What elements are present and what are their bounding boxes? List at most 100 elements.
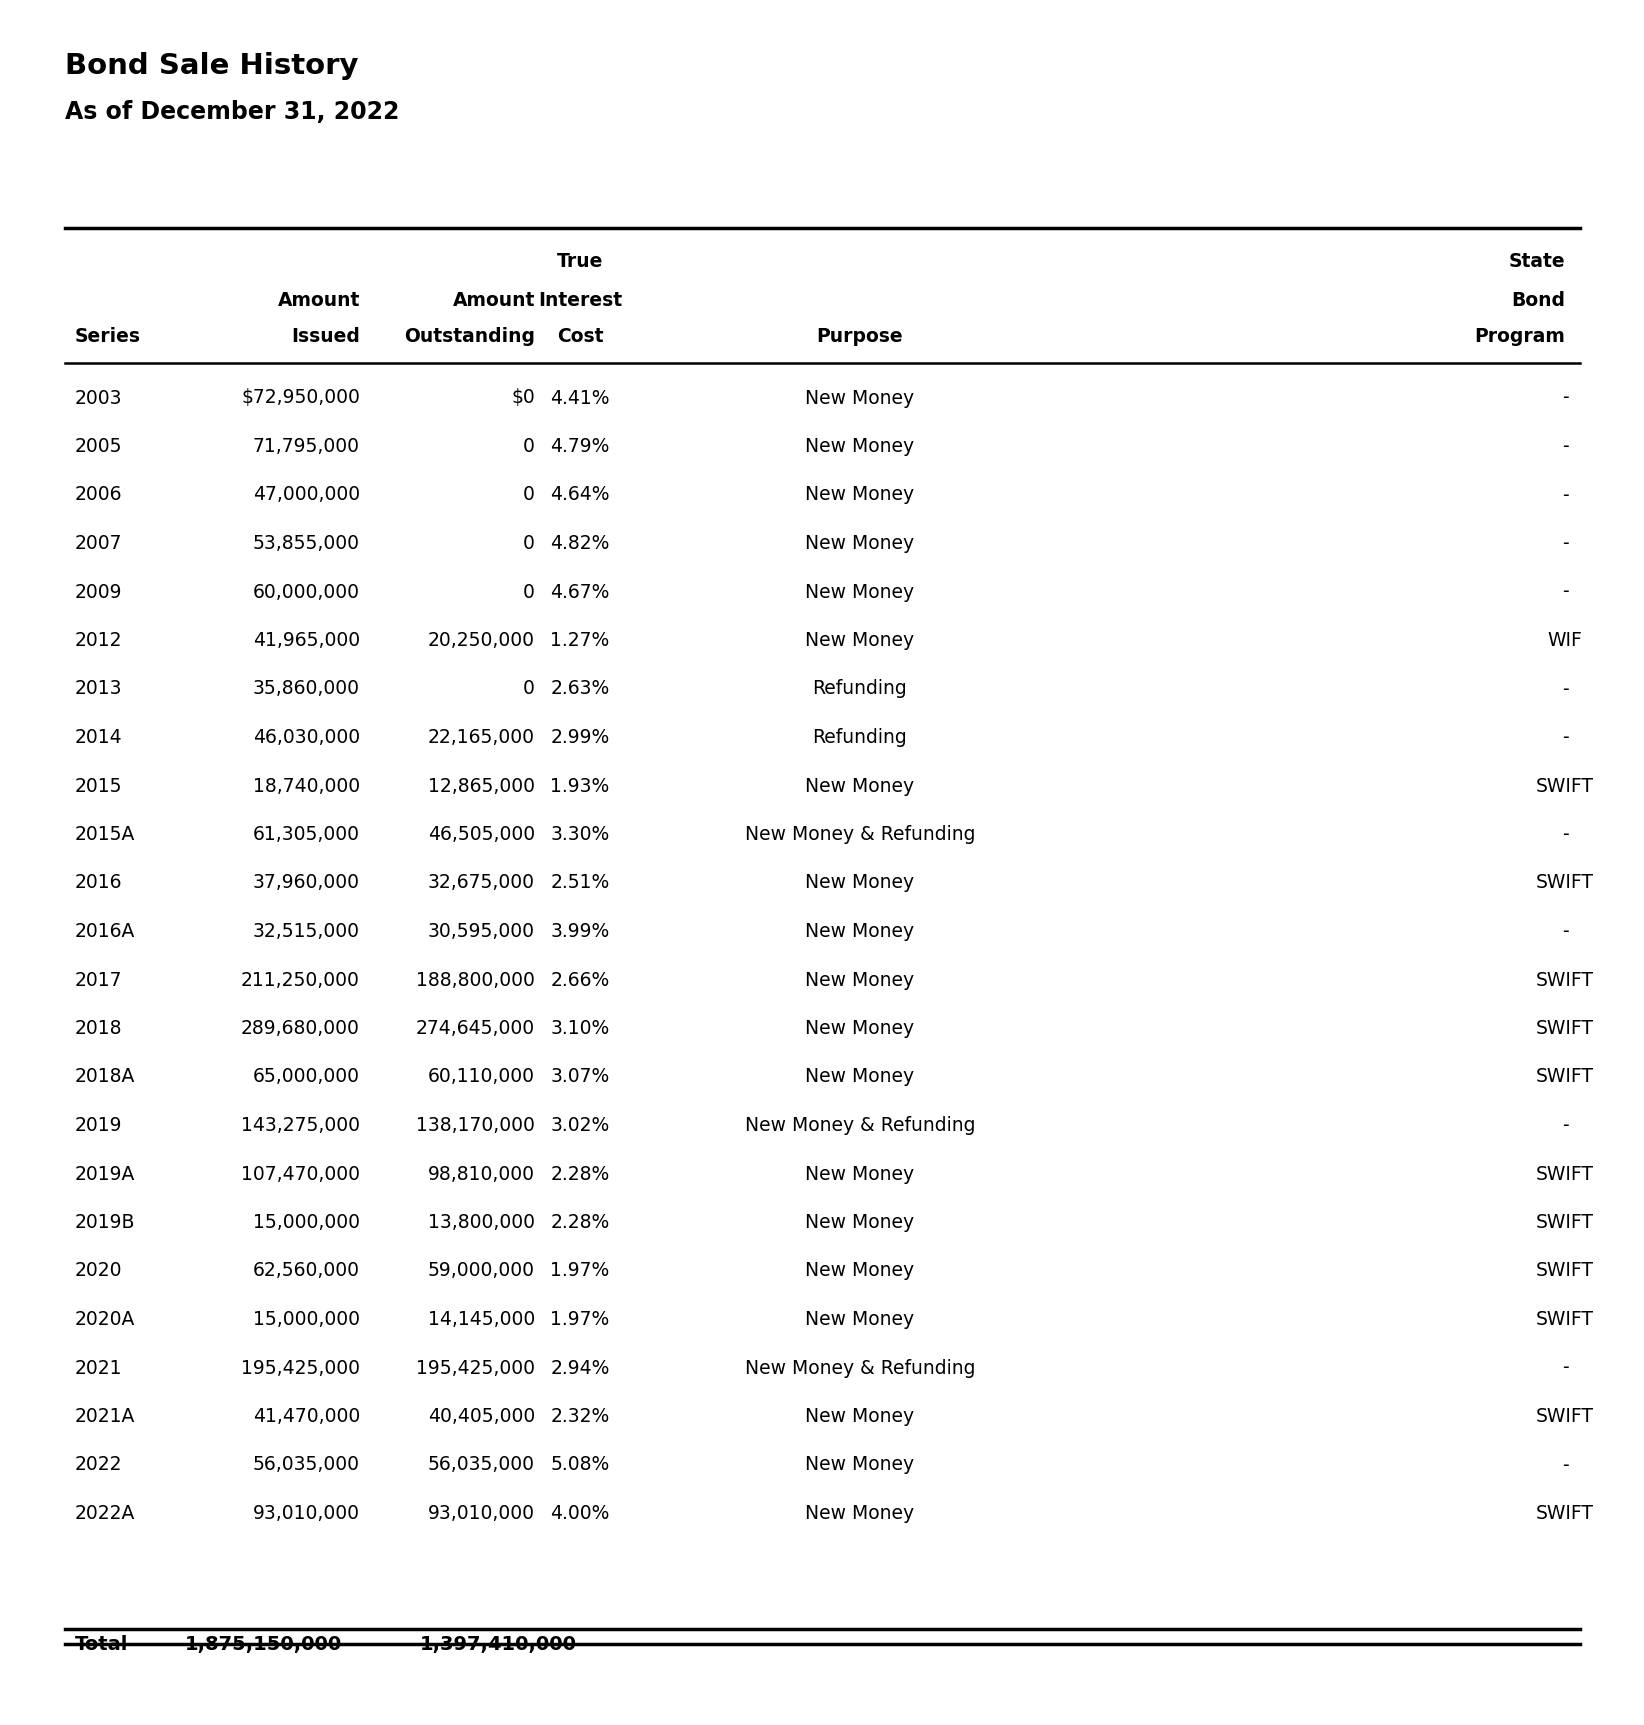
Text: 12,865,000: 12,865,000 bbox=[427, 776, 534, 795]
Text: 0: 0 bbox=[523, 583, 534, 602]
Text: 32,675,000: 32,675,000 bbox=[427, 873, 534, 892]
Text: 2020A: 2020A bbox=[76, 1309, 135, 1328]
Text: -: - bbox=[1562, 583, 1568, 602]
Text: 13,800,000: 13,800,000 bbox=[427, 1213, 534, 1232]
Text: 0: 0 bbox=[523, 535, 534, 554]
Text: 2007: 2007 bbox=[76, 535, 123, 554]
Text: New Money: New Money bbox=[806, 388, 914, 407]
Text: 195,425,000: 195,425,000 bbox=[242, 1359, 360, 1378]
Text: 188,800,000: 188,800,000 bbox=[416, 971, 534, 990]
Text: 20,250,000: 20,250,000 bbox=[427, 631, 534, 650]
Text: 2005: 2005 bbox=[76, 436, 123, 455]
Text: 98,810,000: 98,810,000 bbox=[427, 1164, 534, 1183]
Text: -: - bbox=[1562, 436, 1568, 455]
Text: 0: 0 bbox=[523, 680, 534, 699]
Text: SWIFT: SWIFT bbox=[1535, 1504, 1595, 1523]
Text: 62,560,000: 62,560,000 bbox=[253, 1261, 360, 1280]
Text: 2.94%: 2.94% bbox=[551, 1359, 610, 1378]
Text: 22,165,000: 22,165,000 bbox=[427, 728, 534, 747]
Text: 2022: 2022 bbox=[76, 1456, 123, 1475]
Text: 46,030,000: 46,030,000 bbox=[253, 728, 360, 747]
Text: 32,515,000: 32,515,000 bbox=[253, 921, 360, 942]
Text: New Money: New Money bbox=[806, 1261, 914, 1280]
Text: 93,010,000: 93,010,000 bbox=[427, 1504, 534, 1523]
Text: 59,000,000: 59,000,000 bbox=[427, 1261, 534, 1280]
Text: 2019A: 2019A bbox=[76, 1164, 135, 1183]
Text: 2.51%: 2.51% bbox=[551, 873, 610, 892]
Text: 35,860,000: 35,860,000 bbox=[253, 680, 360, 699]
Text: 2016: 2016 bbox=[76, 873, 123, 892]
Text: 2.66%: 2.66% bbox=[551, 971, 610, 990]
Text: SWIFT: SWIFT bbox=[1535, 1309, 1595, 1328]
Text: As of December 31, 2022: As of December 31, 2022 bbox=[66, 100, 399, 124]
Text: 2.63%: 2.63% bbox=[551, 680, 610, 699]
Text: New Money: New Money bbox=[806, 436, 914, 455]
Text: 15,000,000: 15,000,000 bbox=[253, 1213, 360, 1232]
Text: 2.28%: 2.28% bbox=[551, 1164, 610, 1183]
Text: 4.67%: 4.67% bbox=[551, 583, 610, 602]
Text: -: - bbox=[1562, 921, 1568, 942]
Text: 4.00%: 4.00% bbox=[551, 1504, 610, 1523]
Text: 1.27%: 1.27% bbox=[551, 631, 610, 650]
Text: 93,010,000: 93,010,000 bbox=[253, 1504, 360, 1523]
Text: Bond Sale History: Bond Sale History bbox=[66, 52, 358, 79]
Text: SWIFT: SWIFT bbox=[1535, 1213, 1595, 1232]
Text: 2022A: 2022A bbox=[76, 1504, 135, 1523]
Text: 40,405,000: 40,405,000 bbox=[427, 1408, 534, 1427]
Text: 2018A: 2018A bbox=[76, 1068, 135, 1087]
Text: 65,000,000: 65,000,000 bbox=[253, 1068, 360, 1087]
Text: New Money: New Money bbox=[806, 1213, 914, 1232]
Text: New Money & Refunding: New Money & Refunding bbox=[745, 1116, 975, 1135]
Text: 53,855,000: 53,855,000 bbox=[253, 535, 360, 554]
Text: New Money: New Money bbox=[806, 1019, 914, 1038]
Text: SWIFT: SWIFT bbox=[1535, 971, 1595, 990]
Text: 2.28%: 2.28% bbox=[551, 1213, 610, 1232]
Text: 2003: 2003 bbox=[76, 388, 123, 407]
Text: State: State bbox=[1509, 252, 1565, 271]
Text: 37,960,000: 37,960,000 bbox=[253, 873, 360, 892]
Text: 2019B: 2019B bbox=[76, 1213, 135, 1232]
Text: 2.99%: 2.99% bbox=[551, 728, 610, 747]
Text: Bond: Bond bbox=[1511, 292, 1565, 310]
Text: -: - bbox=[1562, 485, 1568, 504]
Text: New Money: New Money bbox=[806, 1068, 914, 1087]
Text: 274,645,000: 274,645,000 bbox=[416, 1019, 534, 1038]
Text: New Money: New Money bbox=[806, 1504, 914, 1523]
Text: New Money: New Money bbox=[806, 921, 914, 942]
Text: Interest: Interest bbox=[538, 292, 621, 310]
Text: 15,000,000: 15,000,000 bbox=[253, 1309, 360, 1328]
Text: New Money: New Money bbox=[806, 776, 914, 795]
Text: 2015: 2015 bbox=[76, 776, 123, 795]
Text: New Money: New Money bbox=[806, 971, 914, 990]
Text: 4.79%: 4.79% bbox=[551, 436, 610, 455]
Text: New Money: New Money bbox=[806, 631, 914, 650]
Text: Purpose: Purpose bbox=[817, 328, 903, 347]
Text: Total: Total bbox=[76, 1635, 128, 1654]
Text: 56,035,000: 56,035,000 bbox=[253, 1456, 360, 1475]
Text: 1,875,150,000: 1,875,150,000 bbox=[186, 1635, 342, 1654]
Text: 2020: 2020 bbox=[76, 1261, 123, 1280]
Text: 107,470,000: 107,470,000 bbox=[242, 1164, 360, 1183]
Text: 18,740,000: 18,740,000 bbox=[253, 776, 360, 795]
Text: New Money & Refunding: New Money & Refunding bbox=[745, 1359, 975, 1378]
Text: 195,425,000: 195,425,000 bbox=[416, 1359, 534, 1378]
Text: 1.97%: 1.97% bbox=[551, 1261, 610, 1280]
Text: 0: 0 bbox=[523, 485, 534, 504]
Text: 4.41%: 4.41% bbox=[551, 388, 610, 407]
Text: 2009: 2009 bbox=[76, 583, 123, 602]
Text: 61,305,000: 61,305,000 bbox=[253, 825, 360, 844]
Text: $72,950,000: $72,950,000 bbox=[242, 388, 360, 407]
Text: Amount: Amount bbox=[278, 292, 360, 310]
Text: -: - bbox=[1562, 728, 1568, 747]
Text: 60,000,000: 60,000,000 bbox=[253, 583, 360, 602]
Text: SWIFT: SWIFT bbox=[1535, 1408, 1595, 1427]
Text: Issued: Issued bbox=[291, 328, 360, 347]
Text: 0: 0 bbox=[523, 436, 534, 455]
Text: 289,680,000: 289,680,000 bbox=[242, 1019, 360, 1038]
Text: Cost: Cost bbox=[557, 328, 603, 347]
Text: 2021A: 2021A bbox=[76, 1408, 135, 1427]
Text: 1,397,410,000: 1,397,410,000 bbox=[419, 1635, 577, 1654]
Text: 2018: 2018 bbox=[76, 1019, 123, 1038]
Text: WIF: WIF bbox=[1547, 631, 1583, 650]
Text: 211,250,000: 211,250,000 bbox=[242, 971, 360, 990]
